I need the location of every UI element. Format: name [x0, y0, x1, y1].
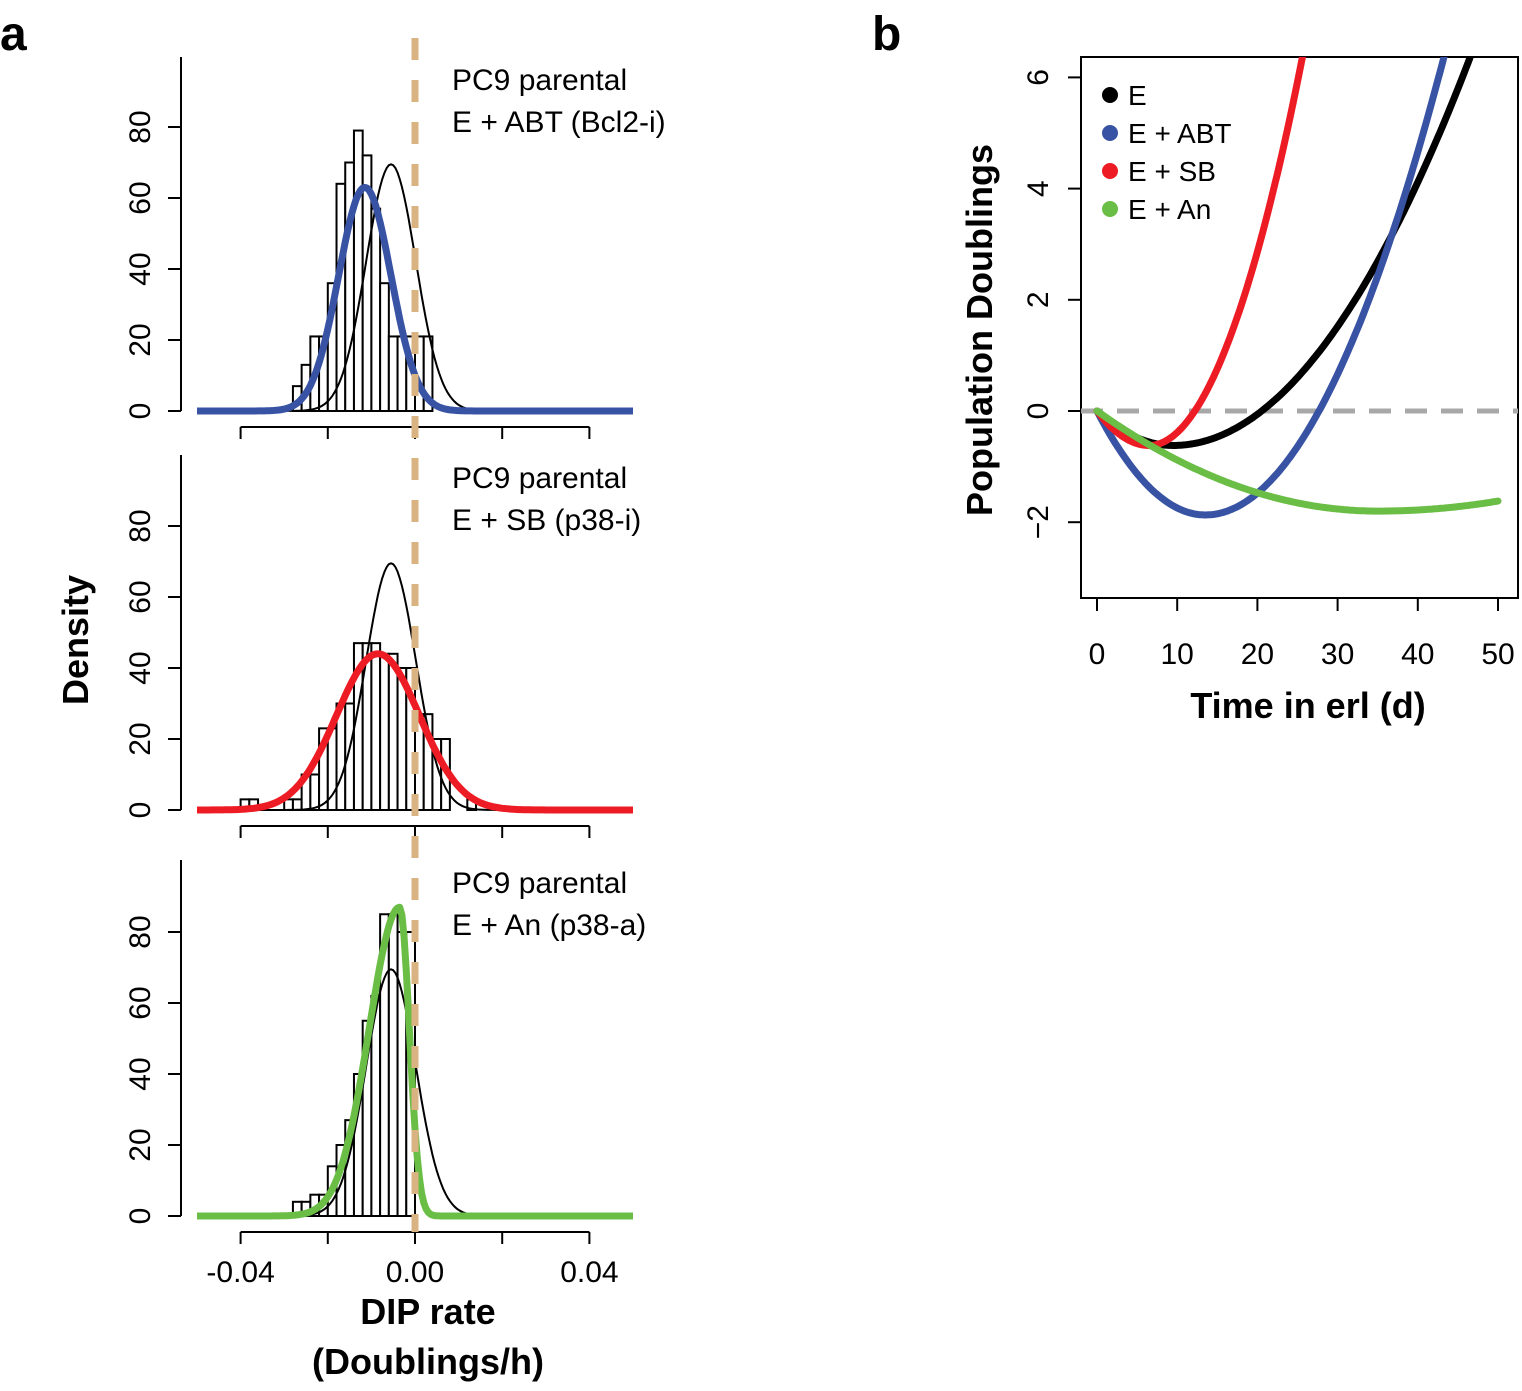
subplot-label-line1: PC9 parental — [452, 462, 627, 495]
legend-marker — [1102, 163, 1118, 179]
legend-marker — [1102, 125, 1118, 141]
histogram-bar — [387, 913, 399, 1217]
y-tick-label: 20 — [124, 323, 157, 356]
x-tick-label: 20 — [1241, 638, 1274, 671]
histogram-bar — [370, 642, 382, 812]
x-tick-label: 30 — [1321, 638, 1354, 671]
series-line — [1093, 57, 1448, 519]
y-tick-label: 0 — [1022, 403, 1055, 420]
y-tick-label: 40 — [124, 252, 157, 285]
x-tick-label: 10 — [1161, 638, 1194, 671]
panel-b-y-axis-title: Population Doublings — [959, 144, 1000, 516]
y-tick-label: 40 — [124, 1057, 157, 1090]
histogram-bar — [379, 652, 390, 811]
panel-a-letter: a — [0, 8, 27, 61]
subplot-label-line2: E + An (p38-a) — [452, 909, 646, 942]
y-tick-label: 80 — [124, 110, 157, 143]
legend-label: E — [1128, 80, 1147, 111]
histogram-bar — [379, 282, 390, 413]
y-tick-label: 60 — [124, 986, 157, 1019]
histogram-bar — [370, 207, 382, 412]
panel-a-y-axis-title: Density — [55, 575, 96, 705]
subplot-label-line1: PC9 parental — [452, 867, 627, 900]
panel-a-x-axis-title-unit: (Doublings/h) — [312, 1341, 544, 1382]
x-tick-label: 40 — [1401, 638, 1434, 671]
panel-a-x-axis-title: DIP rate — [360, 1291, 495, 1332]
legend-marker — [1102, 201, 1118, 217]
series-line — [1093, 57, 1474, 449]
plot-area — [1081, 57, 1518, 519]
y-tick-label: 2 — [1022, 291, 1055, 308]
panel-b-letter: b — [872, 8, 901, 61]
series-line — [1093, 57, 1307, 449]
panel-b-x-axis-title: Time in erl (d) — [1190, 685, 1425, 726]
y-tick-label: 0 — [124, 1208, 157, 1225]
treatment-density-curve — [195, 650, 635, 814]
y-tick-label: 20 — [124, 722, 157, 755]
y-tick-label: 80 — [124, 915, 157, 948]
subplot-label-line1: PC9 parental — [452, 64, 627, 97]
subplot-label-line2: E + ABT (Bcl2-i) — [452, 106, 666, 139]
x-tick-label: 0 — [1089, 638, 1106, 671]
histogram-bar — [309, 773, 321, 811]
histogram-bar — [352, 129, 364, 413]
legend-marker — [1102, 87, 1118, 103]
histogram-bar — [387, 335, 399, 413]
y-tick-label: 6 — [1022, 69, 1055, 86]
y-tick-label: 20 — [124, 1128, 157, 1161]
histogram-bar — [291, 798, 303, 811]
histogram-bar — [422, 335, 434, 413]
y-tick-label: 0 — [124, 403, 157, 420]
series-line — [1093, 407, 1502, 515]
x-tick-label: -0.04 — [206, 1256, 274, 1289]
y-tick-label: 4 — [1022, 180, 1055, 197]
y-tick-label: 80 — [124, 509, 157, 542]
y-tick-label: 40 — [124, 651, 157, 684]
y-tick-label: 0 — [124, 802, 157, 819]
histogram-bar — [387, 652, 399, 811]
x-tick-label: 50 — [1481, 638, 1514, 671]
legend-label: E + ABT — [1128, 118, 1232, 149]
x-tick-label: 0.00 — [386, 1256, 444, 1289]
treatment-density-curve — [195, 903, 635, 1220]
y-tick-label: 60 — [124, 580, 157, 613]
panel-b-line-chart: 0 10 20 30 40 50 −2 0 2 4 6 E E + ABT E + SB E + An — [1022, 56, 1519, 671]
panel-a-histograms: 0 20 40 60 80 PC9 parental E + ABT (Bcl2-i) 0 20… — [124, 38, 666, 1289]
y-tick-label: −2 — [1022, 505, 1055, 539]
legend-label: E + An — [1128, 194, 1211, 225]
subplot-label-line2: E + SB (p38-i) — [452, 504, 641, 537]
x-tick-label: 0.04 — [560, 1256, 618, 1289]
legend-label: E + SB — [1128, 156, 1216, 187]
y-tick-label: 60 — [124, 181, 157, 214]
